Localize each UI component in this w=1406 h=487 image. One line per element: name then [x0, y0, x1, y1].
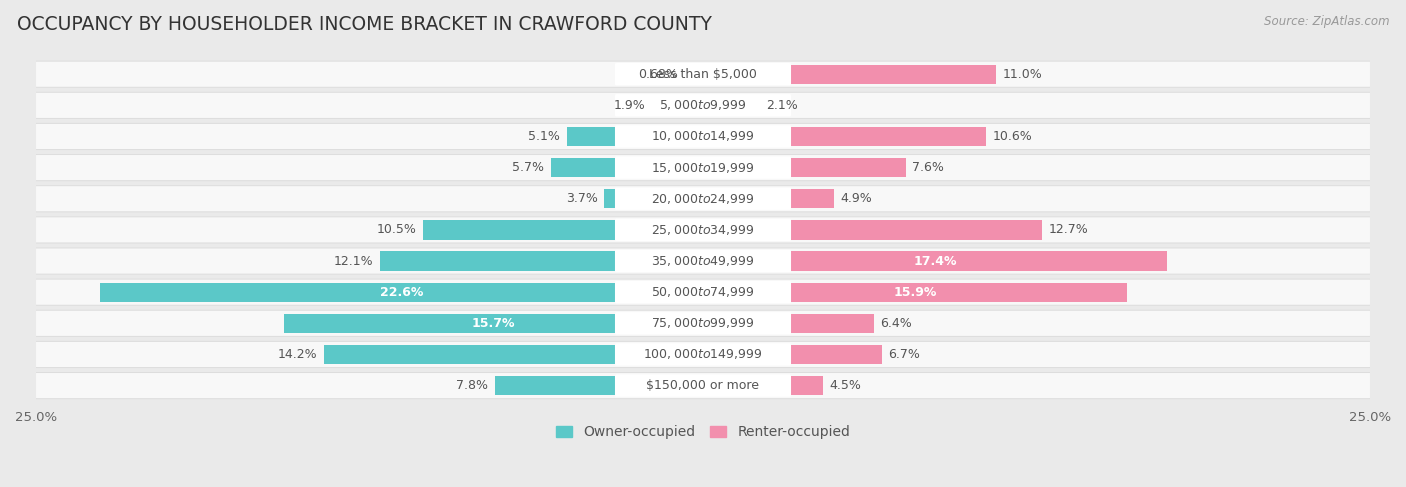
Text: 7.6%: 7.6%	[912, 161, 945, 174]
FancyBboxPatch shape	[35, 186, 1371, 212]
Text: Less than $5,000: Less than $5,000	[650, 68, 756, 81]
FancyBboxPatch shape	[35, 217, 1371, 243]
FancyBboxPatch shape	[35, 61, 1371, 87]
Bar	[284, 314, 703, 333]
FancyBboxPatch shape	[614, 375, 792, 397]
FancyBboxPatch shape	[614, 156, 792, 179]
Bar	[703, 65, 997, 84]
Bar	[652, 95, 703, 115]
Bar	[495, 376, 703, 395]
Bar	[325, 345, 703, 364]
Text: 22.6%: 22.6%	[380, 286, 423, 299]
Text: 15.7%: 15.7%	[472, 317, 516, 330]
Text: 4.5%: 4.5%	[830, 379, 862, 392]
Text: $5,000 to $9,999: $5,000 to $9,999	[659, 98, 747, 112]
FancyBboxPatch shape	[614, 63, 792, 85]
FancyBboxPatch shape	[35, 123, 1371, 150]
FancyBboxPatch shape	[614, 281, 792, 303]
Bar	[703, 282, 1128, 302]
Text: 0.68%: 0.68%	[638, 68, 678, 81]
Bar	[703, 251, 1167, 271]
Text: 5.7%: 5.7%	[512, 161, 544, 174]
Text: Source: ZipAtlas.com: Source: ZipAtlas.com	[1264, 15, 1389, 28]
Text: $10,000 to $14,999: $10,000 to $14,999	[651, 130, 755, 144]
Text: 7.8%: 7.8%	[456, 379, 488, 392]
Text: $150,000 or more: $150,000 or more	[647, 379, 759, 392]
Text: 14.2%: 14.2%	[278, 348, 318, 361]
Bar	[703, 189, 834, 208]
Bar	[551, 158, 703, 177]
Text: 10.6%: 10.6%	[993, 130, 1032, 143]
Text: $35,000 to $49,999: $35,000 to $49,999	[651, 254, 755, 268]
Text: 5.1%: 5.1%	[529, 130, 560, 143]
Bar	[703, 95, 759, 115]
Text: 2.1%: 2.1%	[766, 99, 797, 112]
FancyBboxPatch shape	[35, 373, 1371, 399]
Bar	[703, 158, 905, 177]
Text: 12.7%: 12.7%	[1049, 224, 1088, 236]
FancyBboxPatch shape	[614, 312, 792, 335]
Bar	[100, 282, 703, 302]
Text: OCCUPANCY BY HOUSEHOLDER INCOME BRACKET IN CRAWFORD COUNTY: OCCUPANCY BY HOUSEHOLDER INCOME BRACKET …	[17, 15, 711, 34]
Text: $15,000 to $19,999: $15,000 to $19,999	[651, 161, 755, 175]
Bar	[703, 314, 873, 333]
Bar	[380, 251, 703, 271]
FancyBboxPatch shape	[614, 187, 792, 210]
Text: 3.7%: 3.7%	[565, 192, 598, 205]
Bar	[567, 127, 703, 146]
Text: $20,000 to $24,999: $20,000 to $24,999	[651, 192, 755, 206]
Text: 10.5%: 10.5%	[377, 224, 416, 236]
Text: 6.7%: 6.7%	[889, 348, 921, 361]
FancyBboxPatch shape	[35, 279, 1371, 305]
Text: 4.9%: 4.9%	[841, 192, 872, 205]
Bar	[703, 376, 823, 395]
Text: $100,000 to $149,999: $100,000 to $149,999	[644, 347, 762, 361]
Text: $75,000 to $99,999: $75,000 to $99,999	[651, 317, 755, 330]
FancyBboxPatch shape	[614, 219, 792, 241]
FancyBboxPatch shape	[35, 248, 1371, 274]
Bar	[685, 65, 703, 84]
Legend: Owner-occupied, Renter-occupied: Owner-occupied, Renter-occupied	[550, 419, 856, 445]
FancyBboxPatch shape	[35, 154, 1371, 181]
Bar	[703, 345, 882, 364]
Bar	[423, 220, 703, 240]
Bar	[605, 189, 703, 208]
Bar	[703, 127, 986, 146]
FancyBboxPatch shape	[35, 92, 1371, 118]
FancyBboxPatch shape	[35, 310, 1371, 337]
Bar	[703, 220, 1042, 240]
Text: 12.1%: 12.1%	[333, 255, 374, 267]
Text: $50,000 to $74,999: $50,000 to $74,999	[651, 285, 755, 299]
FancyBboxPatch shape	[614, 343, 792, 366]
Text: 6.4%: 6.4%	[880, 317, 912, 330]
Text: 17.4%: 17.4%	[914, 255, 957, 267]
Text: 15.9%: 15.9%	[893, 286, 936, 299]
FancyBboxPatch shape	[614, 250, 792, 272]
Text: $25,000 to $34,999: $25,000 to $34,999	[651, 223, 755, 237]
FancyBboxPatch shape	[614, 125, 792, 148]
Text: 11.0%: 11.0%	[1002, 68, 1043, 81]
FancyBboxPatch shape	[614, 94, 792, 116]
FancyBboxPatch shape	[35, 341, 1371, 368]
Text: 1.9%: 1.9%	[614, 99, 645, 112]
